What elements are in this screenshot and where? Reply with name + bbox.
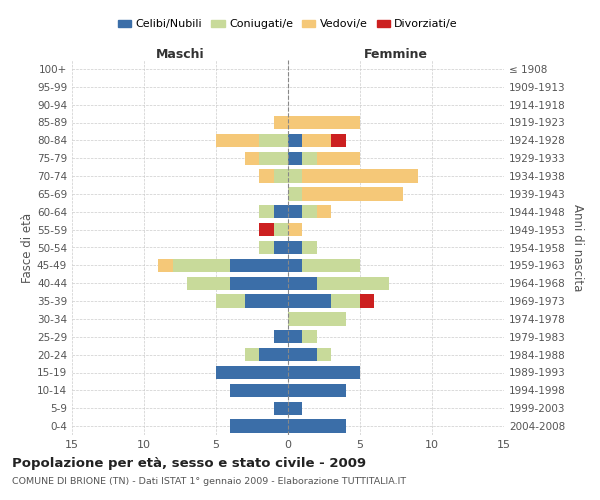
Text: Maschi: Maschi [155, 48, 205, 61]
Bar [259, 223, 274, 236]
Bar [288, 205, 302, 218]
Text: Femmine: Femmine [364, 48, 428, 61]
Bar [259, 134, 288, 147]
Bar [317, 152, 360, 165]
Bar [230, 420, 288, 433]
Bar [288, 420, 346, 433]
Bar [274, 170, 288, 183]
Bar [274, 402, 288, 415]
Bar [230, 276, 288, 290]
Bar [302, 134, 331, 147]
Bar [331, 134, 346, 147]
Bar [288, 187, 302, 200]
Bar [288, 402, 302, 415]
Bar [288, 276, 317, 290]
Bar [230, 384, 288, 397]
Bar [288, 312, 346, 326]
Legend: Celibi/Nubili, Coniugati/e, Vedovi/e, Divorziati/e: Celibi/Nubili, Coniugati/e, Vedovi/e, Di… [113, 15, 463, 34]
Bar [274, 223, 288, 236]
Bar [230, 258, 288, 272]
Bar [259, 348, 288, 362]
Bar [158, 258, 173, 272]
Bar [288, 294, 331, 308]
Bar [216, 294, 245, 308]
Bar [187, 276, 230, 290]
Bar [288, 134, 302, 147]
Bar [259, 205, 274, 218]
Bar [288, 330, 302, 344]
Bar [288, 170, 302, 183]
Bar [274, 205, 288, 218]
Bar [360, 294, 374, 308]
Bar [302, 258, 360, 272]
Bar [317, 276, 389, 290]
Text: Popolazione per età, sesso e stato civile - 2009: Popolazione per età, sesso e stato civil… [12, 458, 366, 470]
Bar [245, 348, 259, 362]
Bar [288, 116, 360, 129]
Bar [216, 134, 259, 147]
Y-axis label: Fasce di età: Fasce di età [21, 212, 34, 282]
Bar [288, 258, 302, 272]
Bar [288, 384, 346, 397]
Bar [259, 241, 274, 254]
Bar [302, 330, 317, 344]
Bar [245, 152, 259, 165]
Bar [274, 330, 288, 344]
Bar [173, 258, 230, 272]
Bar [216, 366, 288, 379]
Bar [302, 152, 317, 165]
Bar [288, 241, 302, 254]
Bar [317, 348, 331, 362]
Bar [302, 187, 403, 200]
Bar [302, 205, 317, 218]
Bar [317, 205, 331, 218]
Bar [274, 116, 288, 129]
Bar [302, 241, 317, 254]
Bar [288, 223, 302, 236]
Bar [288, 348, 317, 362]
Bar [259, 152, 288, 165]
Bar [302, 170, 418, 183]
Bar [331, 294, 360, 308]
Y-axis label: Anni di nascita: Anni di nascita [571, 204, 584, 291]
Bar [274, 241, 288, 254]
Bar [288, 366, 360, 379]
Bar [245, 294, 288, 308]
Text: COMUNE DI BRIONE (TN) - Dati ISTAT 1° gennaio 2009 - Elaborazione TUTTITALIA.IT: COMUNE DI BRIONE (TN) - Dati ISTAT 1° ge… [12, 478, 406, 486]
Bar [288, 152, 302, 165]
Bar [259, 170, 274, 183]
